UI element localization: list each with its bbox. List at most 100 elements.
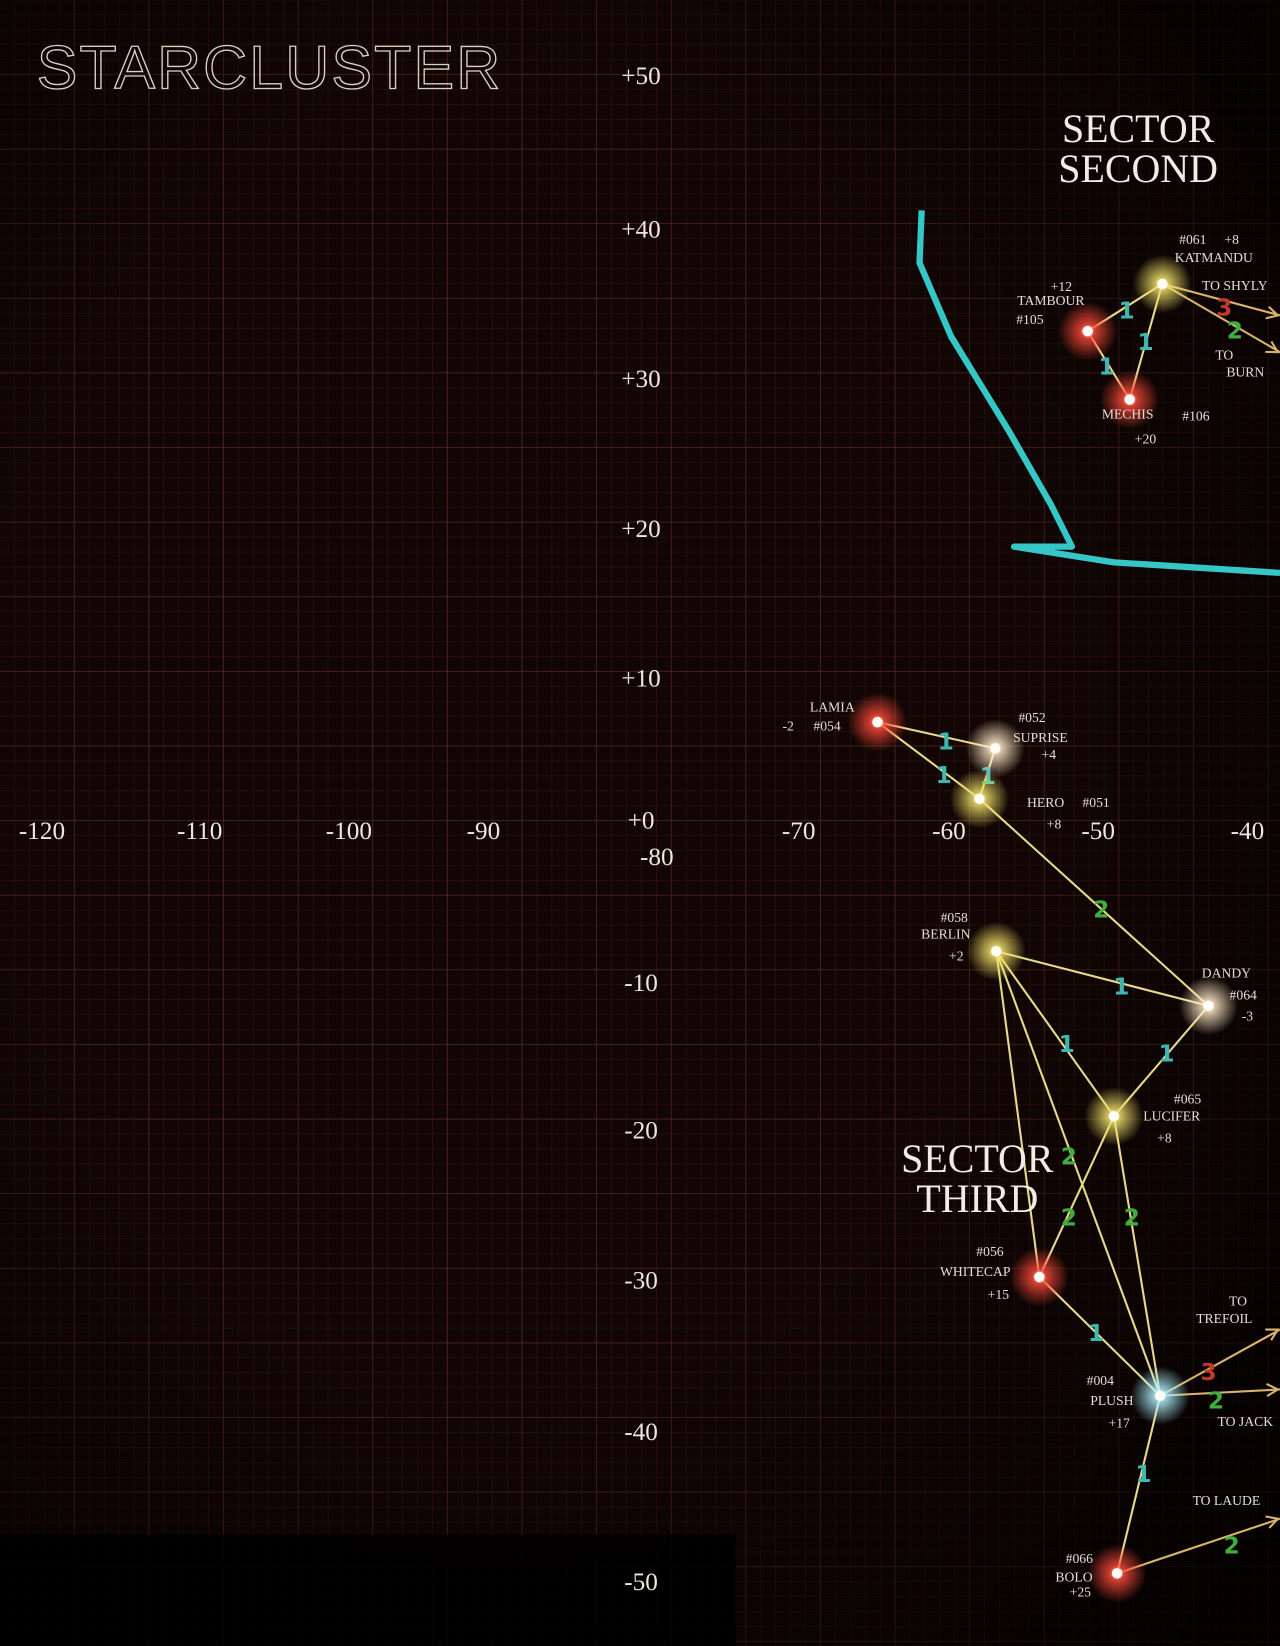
star-name: KATMANDU [1175,250,1253,265]
star-value: +2 [949,949,964,964]
star [1034,1271,1045,1283]
x-axis-label: -120 [19,818,65,845]
exit-arrow [1265,1515,1280,1529]
star-value: +12 [1051,279,1073,294]
map-title: STARCLUSTER [37,33,503,101]
exit-label: TO JACK [1218,1414,1274,1429]
route-weight: 2 [1227,319,1243,345]
star-name: HERO [1027,795,1064,810]
y-axis-label: +50 [621,63,660,90]
x-axis-label: -80 [640,844,674,871]
route-weight: 2 [1061,1145,1077,1171]
exit-arrow [1265,340,1280,354]
star-name: TAMBOUR [1017,293,1085,308]
route [978,798,1210,1007]
exit-arrow [1266,1383,1280,1397]
y-axis-label: +20 [621,516,660,543]
star-name: DANDY [1202,965,1251,980]
exit-label: TO [1229,1293,1247,1308]
y-axis-label: -40 [624,1419,658,1446]
star [991,945,1002,957]
star-value: -2 [782,719,794,734]
star-name: BOLO [1055,1570,1092,1585]
star-id: #064 [1230,988,1257,1003]
star-value: -3 [1242,1009,1254,1024]
star [1154,1390,1166,1401]
star-value: +25 [1070,1584,1092,1599]
x-axis-label: -40 [1231,818,1265,845]
sector-label: SECTOR [1062,106,1215,151]
star-name: WHITECAP [940,1264,1011,1279]
star-id: #065 [1174,1092,1201,1107]
route-weight: 2 [1124,1205,1140,1231]
star-id: #052 [1018,710,1045,725]
y-axis-label: -50 [624,1569,658,1596]
links: 1111112111222113TO SHYLY2TOBURN3TOTREFOI… [876,278,1280,1575]
route-weight: 1 [1137,330,1153,356]
y-axis-label: +40 [621,217,660,244]
exit-label: BURN [1226,364,1264,379]
route-weight: 1 [1135,1462,1151,1488]
exit-label: TO SHYLY [1202,278,1268,293]
star-id: #061 [1179,232,1206,247]
star-id: #004 [1087,1373,1114,1388]
star [1157,278,1168,290]
star-value: +8 [1047,816,1062,831]
route-weight: 3 [1216,295,1232,321]
route-weight: 1 [1059,1032,1075,1058]
route-weight: 3 [1200,1360,1216,1386]
route [995,950,1115,1117]
star-id: #105 [1016,312,1043,327]
star-name: MECHIS [1102,406,1154,421]
star-value: +20 [1135,432,1157,447]
route-weight: 1 [1158,1042,1174,1068]
star [989,743,1001,754]
star-name: LAMIA [810,700,855,715]
star-id: #106 [1182,409,1209,424]
y-axis-label: +10 [621,665,660,692]
star-name: PLUSH [1090,1393,1133,1408]
y-axis-label: +0 [628,807,655,834]
star [1111,1568,1123,1579]
star [1124,394,1135,405]
exit-arrow [1265,305,1280,320]
x-axis-label: -100 [326,818,372,845]
star-value: +15 [988,1287,1010,1302]
route-weight: 1 [1113,974,1129,1000]
star-value: +4 [1042,747,1057,762]
route [1112,1116,1162,1396]
y-axis-label: -20 [624,1117,658,1144]
route [995,951,1041,1278]
x-axis-label: -110 [177,818,222,845]
star-id: #056 [976,1244,1003,1259]
star-id: #066 [1066,1551,1093,1566]
star-name: LUCIFER [1143,1108,1201,1123]
route-weight: 1 [938,729,954,755]
sector-label: SECTOR [901,1136,1054,1181]
star-id: #054 [813,719,840,734]
star [872,716,883,728]
star [974,793,985,805]
x-axis-label: -70 [782,818,816,845]
x-axis-label: -90 [467,818,501,845]
star-value: +17 [1109,1415,1131,1430]
star-id: #051 [1082,795,1109,810]
sector-label: THIRD [916,1176,1038,1221]
star [1108,1110,1120,1122]
route-weight: 2 [1061,1205,1077,1231]
route [995,950,1209,1007]
exit-label: TO LAUDE [1193,1493,1261,1508]
route [1116,1395,1162,1574]
route [995,950,1162,1397]
star-name: BERLIN [921,927,970,942]
route-weight: 2 [1093,898,1109,924]
x-axis-label: -60 [932,818,966,845]
star [1082,325,1093,337]
star [1203,1000,1214,1012]
exit-label: TREFOIL [1196,1311,1252,1326]
sector-border [916,210,1280,577]
route [1038,1115,1115,1278]
y-axis-label: +30 [621,366,660,393]
